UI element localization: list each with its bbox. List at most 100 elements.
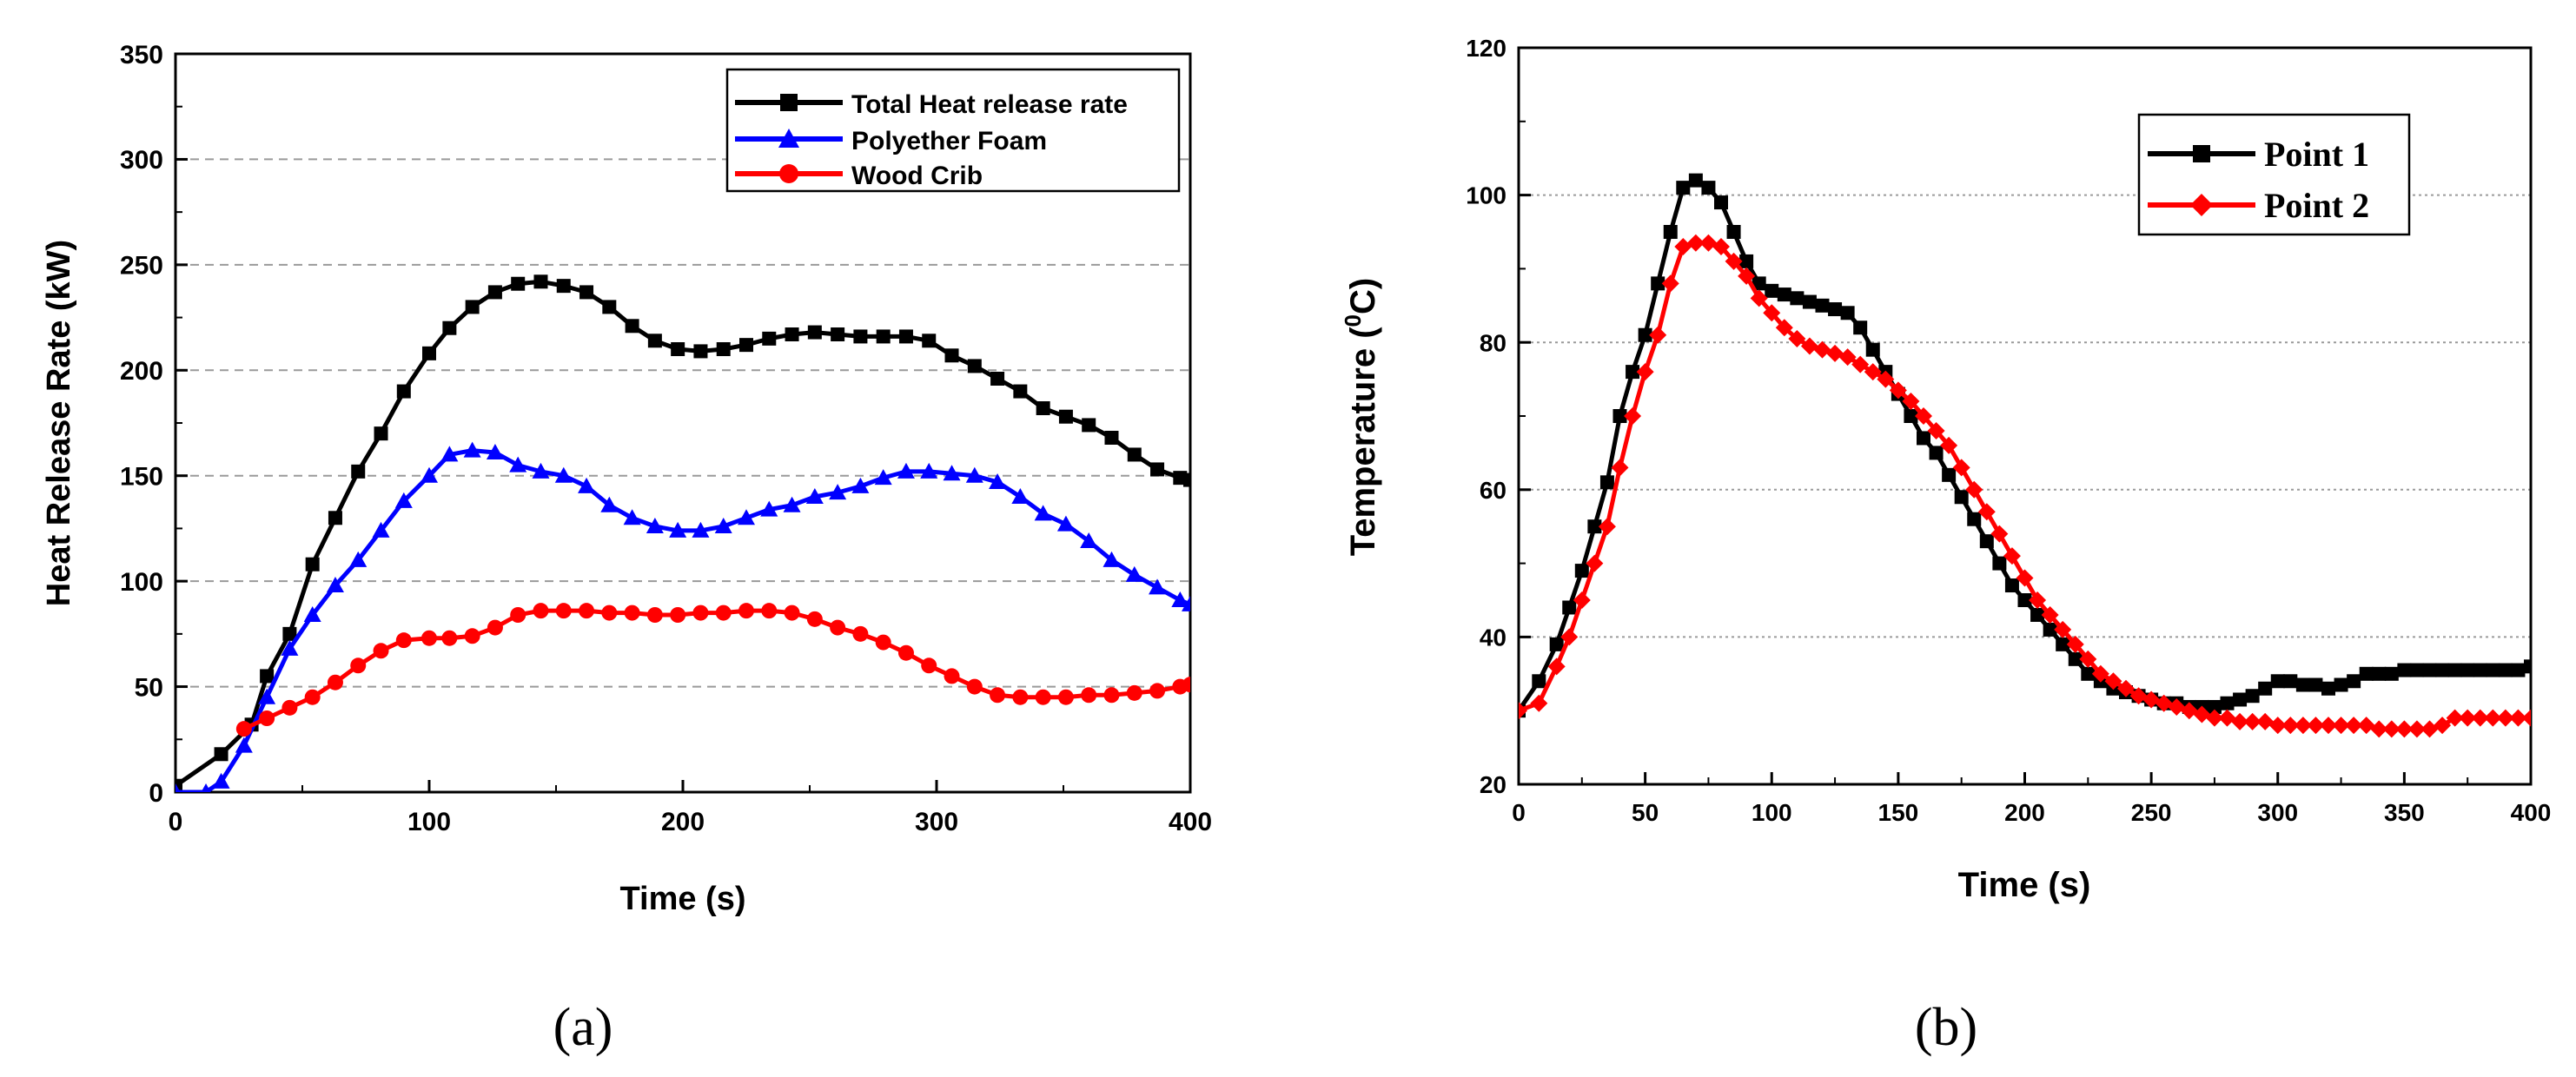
data-point-point-2 [1927, 421, 1945, 439]
data-point-wood-crib [601, 605, 618, 621]
data-point-wood-crib [555, 603, 572, 619]
data-point-total-heat-release-rate [1127, 447, 1142, 462]
data-point-point-1 [1688, 173, 1703, 188]
data-point-polyether-foam [1080, 532, 1098, 548]
legend-label-total: Total Heat release rate [851, 90, 1128, 119]
data-point-wood-crib [1126, 684, 1142, 701]
data-point-point-2 [2218, 709, 2236, 727]
data-point-point-1 [1532, 674, 1546, 689]
chart-a-ticks: 0 100 200 300 400 0 50 100 150 200 250 300 350 [120, 41, 1212, 836]
chart-a-caption: (a) [553, 998, 613, 1057]
data-point-wood-crib [533, 603, 549, 619]
data-point-point-2 [2091, 664, 2109, 683]
data-point-point-2 [1560, 628, 1579, 646]
y-tick-label-50: 50 [135, 673, 163, 702]
x-tick-label-300: 300 [2257, 799, 2298, 826]
data-point-polyether-foam [281, 639, 299, 656]
series-line-point-1 [1519, 178, 2531, 712]
data-point-wood-crib [921, 657, 937, 674]
data-point-polyether-foam [303, 606, 321, 622]
data-point-polyether-foam [714, 518, 732, 533]
data-point-point-2 [2168, 697, 2186, 716]
data-point-point-1 [1865, 342, 1880, 357]
x-tick-label-100: 100 [407, 808, 451, 836]
chart-b-y-axis-title-suffix: C) [1344, 278, 1382, 314]
data-point-point-2 [2142, 690, 2161, 709]
x-tick-label-100: 100 [1752, 799, 1792, 826]
data-point-polyether-foam [738, 509, 755, 525]
series-line-point-2 [1519, 241, 2531, 731]
legend-label-wood: Wood Crib [851, 162, 983, 190]
data-point-wood-crib [464, 628, 480, 644]
data-point-point-2 [1889, 381, 1907, 400]
data-point-point-2 [1586, 554, 1604, 572]
data-point-point-2 [1864, 363, 1882, 381]
data-point-wood-crib [852, 625, 869, 642]
legend-item-foam: Polyether Foam [735, 127, 1047, 155]
data-point-polyether-foam [1011, 488, 1030, 504]
data-point-point-1 [1587, 519, 1602, 534]
data-point-polyether-foam [760, 500, 778, 517]
data-point-point-2 [2193, 705, 2211, 724]
legend-item-wood: Wood Crib [735, 162, 983, 190]
data-point-point-2 [2522, 709, 2531, 727]
data-point-point-1 [2068, 651, 2083, 666]
data-point-point-1 [1790, 291, 1805, 306]
data-point-polyether-foam [646, 518, 664, 533]
data-point-polyether-foam [965, 466, 983, 483]
data-point-point-2 [2041, 605, 2059, 624]
data-point-point-1 [2030, 607, 2045, 622]
data-point-point-2 [2243, 712, 2261, 730]
data-point-point-2 [1915, 407, 1932, 425]
data-point-point-1 [2422, 663, 2437, 677]
data-point-total-heat-release-rate [579, 285, 594, 300]
data-point-point-2 [1788, 329, 1806, 347]
chart-b-gridlines [1519, 194, 2531, 638]
data-point-total-heat-release-rate [898, 329, 913, 344]
data-point-point-2 [2205, 709, 2223, 727]
legend-item-point1: Point 1 [2148, 135, 2369, 174]
data-point-wood-crib [897, 644, 914, 661]
data-point-point-1 [1967, 512, 1982, 526]
data-point-point-2 [1624, 407, 1642, 425]
data-point-point-2 [1940, 436, 1958, 454]
chart-b-caption: (b) [1915, 998, 1977, 1057]
data-point-point-1 [2233, 692, 2248, 707]
data-point-point-2 [1725, 252, 1743, 270]
data-point-wood-crib [715, 605, 732, 621]
data-point-total-heat-release-rate [351, 464, 366, 479]
data-point-wood-crib [624, 605, 640, 621]
data-point-total-heat-release-rate [762, 331, 777, 346]
data-point-wood-crib [421, 630, 437, 646]
data-point-point-1 [1739, 254, 1754, 268]
data-point-total-heat-release-rate [693, 344, 708, 359]
data-point-point-2 [2484, 709, 2502, 727]
data-point-point-1 [1929, 446, 1944, 460]
data-point-point-2 [2180, 702, 2198, 720]
x-tick-label-150: 150 [1878, 799, 1919, 826]
data-point-point-1 [1638, 327, 1652, 342]
data-point-point-2 [2420, 720, 2439, 738]
data-point-total-heat-release-rate [807, 325, 822, 340]
data-point-wood-crib [327, 674, 343, 690]
data-point-wood-crib [761, 603, 778, 619]
data-point-point-2 [2003, 547, 2021, 565]
data-point-point-2 [2434, 717, 2452, 735]
data-point-point-1 [1828, 302, 1843, 317]
chart-b-y-axis-title: Temperature (0C) [1340, 278, 1382, 556]
data-point-point-1 [1676, 181, 1691, 195]
data-point-total-heat-release-rate [1183, 472, 1190, 487]
data-point-wood-crib [646, 607, 663, 623]
data-point-point-1 [1840, 306, 1855, 320]
chart-a-gridlines [175, 158, 1190, 688]
data-point-polyether-foam [1171, 591, 1189, 607]
legend-label-point1: Point 1 [2264, 135, 2369, 174]
data-point-point-1 [2004, 578, 2019, 593]
data-point-point-2 [2231, 712, 2249, 730]
data-point-polyether-foam [805, 488, 824, 504]
data-point-total-heat-release-rate [739, 338, 753, 353]
data-point-wood-crib [692, 605, 709, 621]
chart-b-legend-box [2137, 113, 2411, 236]
data-point-point-2 [1573, 591, 1591, 609]
